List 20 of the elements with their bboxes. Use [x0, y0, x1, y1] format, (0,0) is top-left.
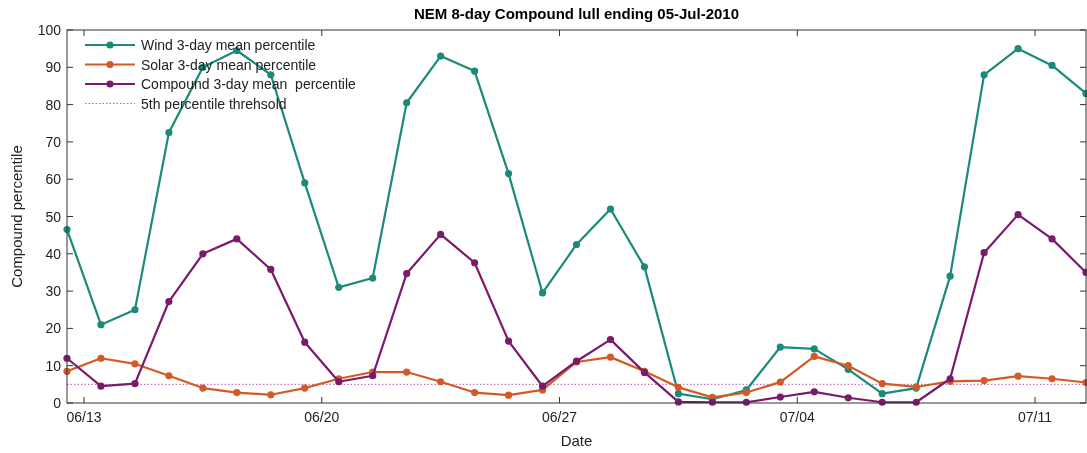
y-tick-label: 80	[45, 96, 62, 113]
y-tick-label: 60	[45, 171, 62, 188]
y-tick-label: 10	[45, 357, 62, 374]
y-tick-label: 40	[45, 245, 62, 262]
x-tick-label: 06/27	[541, 409, 578, 425]
chart-title: NEM 8-day Compound lull ending 05-Jul-2010	[413, 5, 740, 22]
y-tick-label: 50	[45, 208, 62, 225]
y-tick-label: 30	[45, 283, 62, 300]
y-tick-label: 70	[45, 133, 62, 150]
x-axis-title: Date	[560, 432, 593, 449]
y-tick-label: 20	[45, 320, 62, 337]
legend-label: Wind 3-day mean percentile	[141, 37, 316, 53]
y-tick-label: 90	[45, 59, 62, 76]
y-tick-label: 0	[53, 395, 62, 411]
x-tick-label: 07/11	[1018, 409, 1053, 425]
x-tick-label: 06/13	[66, 409, 102, 425]
x-tick-label: 06/20	[304, 409, 340, 425]
x-tick-label: 07/04	[779, 409, 816, 425]
y-axis-title: Compound percentile	[8, 145, 25, 288]
y-tick-label: 100	[37, 22, 62, 38]
